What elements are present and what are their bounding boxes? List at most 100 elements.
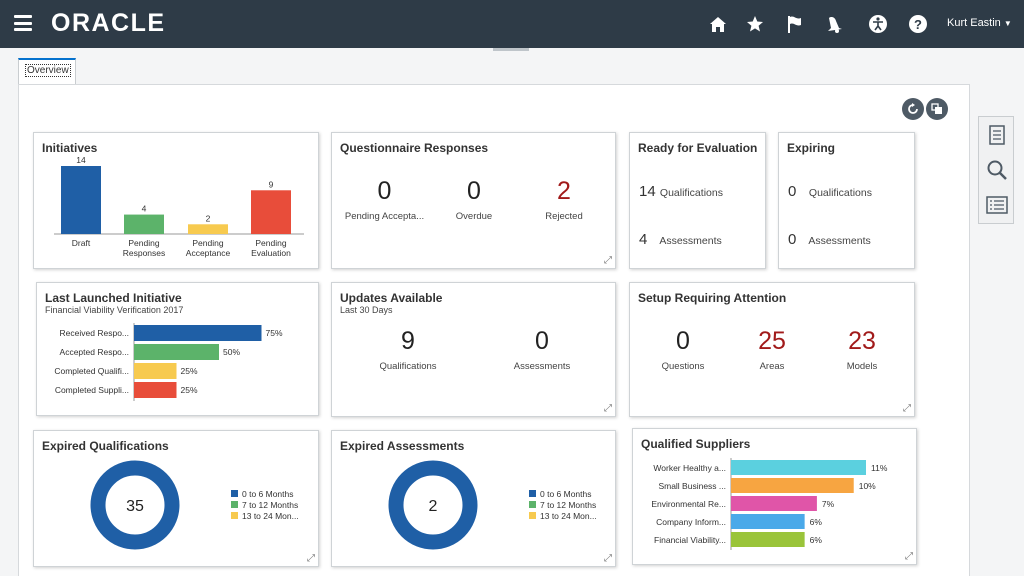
bell-icon[interactable] bbox=[824, 13, 846, 35]
data-label: 6% bbox=[810, 535, 823, 545]
metric-label: Pending Accepta... bbox=[344, 211, 425, 222]
donut-center-value: 35 bbox=[126, 498, 144, 515]
report-list-icon[interactable] bbox=[983, 190, 1011, 220]
legend-label: 0 to 6 Months bbox=[242, 489, 294, 499]
metric-value: 2 bbox=[557, 177, 571, 205]
refresh-icon[interactable] bbox=[902, 98, 924, 120]
metric-questions[interactable]: 0 Questions bbox=[633, 327, 733, 372]
qualified-suppliers-card[interactable]: Qualified Suppliers Worker Healthy a... 1… bbox=[632, 428, 917, 565]
metric-value: 23 bbox=[848, 327, 876, 355]
data-label: 9 bbox=[269, 179, 274, 189]
expired-assessments-card[interactable]: Expired Assessments 2 0 to 6 Months 7 to 1… bbox=[331, 430, 616, 567]
category-label: Pending bbox=[255, 238, 286, 248]
category-label: Received Respo... bbox=[60, 328, 129, 338]
category-label: Acceptance bbox=[186, 248, 231, 258]
metric-qualifications[interactable]: 9 Qualifications bbox=[358, 327, 458, 372]
help-icon[interactable]: ? bbox=[907, 13, 929, 35]
metric-areas[interactable]: 25 Areas bbox=[722, 327, 822, 372]
card-subtitle: Last 30 Days bbox=[340, 305, 393, 315]
category-label: Completed Qualifi... bbox=[54, 366, 129, 376]
drawer-handle[interactable] bbox=[493, 48, 529, 51]
expand-icon[interactable]: ⤢ bbox=[604, 403, 612, 414]
bar bbox=[731, 496, 817, 511]
accessibility-icon[interactable] bbox=[867, 13, 889, 35]
category-label: Environmental Re... bbox=[651, 499, 726, 509]
data-label: 14 bbox=[76, 155, 86, 165]
setup-requiring-attention-card[interactable]: Setup Requiring Attention 0 Questions 25… bbox=[629, 282, 915, 417]
card-title: Expired Assessments bbox=[340, 439, 465, 453]
legend-swatch bbox=[529, 490, 536, 497]
ready-for-evaluation-card[interactable]: Ready for Evaluation 14 Qualifications 4… bbox=[629, 132, 766, 269]
row-value: 14 bbox=[639, 183, 656, 200]
hamburger-menu-icon[interactable] bbox=[14, 15, 32, 31]
card-title: Initiatives bbox=[42, 141, 98, 155]
legend-swatch bbox=[231, 490, 238, 497]
card-title: Questionnaire Responses bbox=[340, 141, 489, 155]
data-label: 25% bbox=[181, 385, 198, 395]
questionnaire-responses-card[interactable]: Questionnaire Responses 0 Pending Accept… bbox=[331, 132, 616, 269]
tasks-list-icon[interactable] bbox=[983, 120, 1011, 150]
tab-overview[interactable]: Overview bbox=[18, 58, 76, 84]
expiring-assessments[interactable]: 0 Assessments bbox=[788, 231, 871, 248]
metric-assessments[interactable]: 0 Assessments bbox=[492, 327, 592, 372]
bar bbox=[731, 478, 854, 493]
expired-qualifications-card[interactable]: Expired Qualifications 35 0 to 6 Months 7 … bbox=[33, 430, 319, 567]
initiatives-card[interactable]: Initiatives 14 Draft 4 Pending Responses 2 Pen… bbox=[33, 132, 319, 269]
bar bbox=[61, 166, 101, 234]
legend-label: 13 to 24 Mon... bbox=[242, 511, 299, 521]
favorites-star-icon[interactable] bbox=[744, 13, 766, 35]
bar bbox=[124, 214, 164, 234]
top-bar: ORACLE ? Kurt Eastin ▼ bbox=[0, 0, 1024, 48]
data-label: 11% bbox=[871, 463, 888, 473]
updates-available-card[interactable]: Updates Available Last 30 Days 9 Qualifi… bbox=[331, 282, 616, 417]
row-label: Assessments bbox=[808, 235, 871, 247]
expand-icon[interactable]: ⤢ bbox=[905, 551, 913, 562]
metric-label: Rejected bbox=[545, 211, 583, 222]
metric-value: 0 bbox=[535, 327, 549, 355]
card-subtitle: Financial Viability Verification 2017 bbox=[45, 305, 184, 315]
category-label: Responses bbox=[123, 248, 166, 258]
last-launched-bar-chart: Received Respo... 75% Accepted Respo... 50%… bbox=[54, 323, 283, 401]
card-title: Expiring bbox=[787, 141, 836, 155]
donut-center-value: 2 bbox=[429, 498, 438, 515]
card-title: Updates Available bbox=[340, 291, 443, 305]
home-icon[interactable] bbox=[707, 13, 729, 35]
metric-label: Questions bbox=[661, 361, 705, 372]
metric-value: 0 bbox=[676, 327, 690, 355]
metric-value: 25 bbox=[758, 327, 786, 355]
notifications-flag-icon[interactable] bbox=[784, 13, 806, 35]
ready-qualifications[interactable]: 14 Qualifications bbox=[639, 183, 723, 200]
expand-icon[interactable]: ⤢ bbox=[307, 553, 315, 564]
user-menu[interactable]: Kurt Eastin ▼ bbox=[947, 17, 1012, 29]
expand-icon[interactable]: ⤢ bbox=[903, 403, 911, 414]
user-name: Kurt Eastin bbox=[947, 17, 1001, 29]
expand-icon[interactable]: ⤢ bbox=[604, 553, 612, 564]
metric-value: 0 bbox=[377, 177, 392, 205]
expiring-qualifications[interactable]: 0 Qualifications bbox=[788, 183, 872, 200]
ready-assessments[interactable]: 4 Assessments bbox=[639, 231, 722, 248]
layout-icon[interactable] bbox=[926, 98, 948, 120]
search-icon[interactable] bbox=[983, 155, 1011, 185]
legend-swatch bbox=[529, 512, 536, 519]
bar bbox=[134, 382, 177, 398]
last-launched-initiative-card[interactable]: Last Launched Initiative Financial Viabi… bbox=[36, 282, 319, 416]
expiring-card[interactable]: Expiring 0 Qualifications 0 Assessments bbox=[778, 132, 915, 269]
category-label: Pending bbox=[128, 238, 159, 248]
side-panel bbox=[978, 116, 1014, 224]
metric-pending-acceptance[interactable]: 0 Pending Accepta... bbox=[332, 177, 437, 222]
metric-label: Areas bbox=[759, 361, 785, 372]
metric-overdue[interactable]: 0 Overdue bbox=[424, 177, 524, 222]
metric-value: 0 bbox=[467, 177, 481, 205]
legend-swatch bbox=[529, 501, 536, 508]
metric-rejected[interactable]: 2 Rejected bbox=[514, 177, 614, 222]
card-title: Ready for Evaluation bbox=[638, 141, 758, 155]
metric-models[interactable]: 23 Models bbox=[812, 327, 912, 372]
row-label: Assessments bbox=[659, 235, 722, 247]
data-label: 4 bbox=[142, 204, 147, 214]
legend-label: 13 to 24 Mon... bbox=[540, 511, 597, 521]
expand-icon[interactable]: ⤢ bbox=[604, 255, 612, 266]
donut-slice bbox=[90, 460, 180, 550]
row-label: Qualifications bbox=[808, 187, 872, 199]
